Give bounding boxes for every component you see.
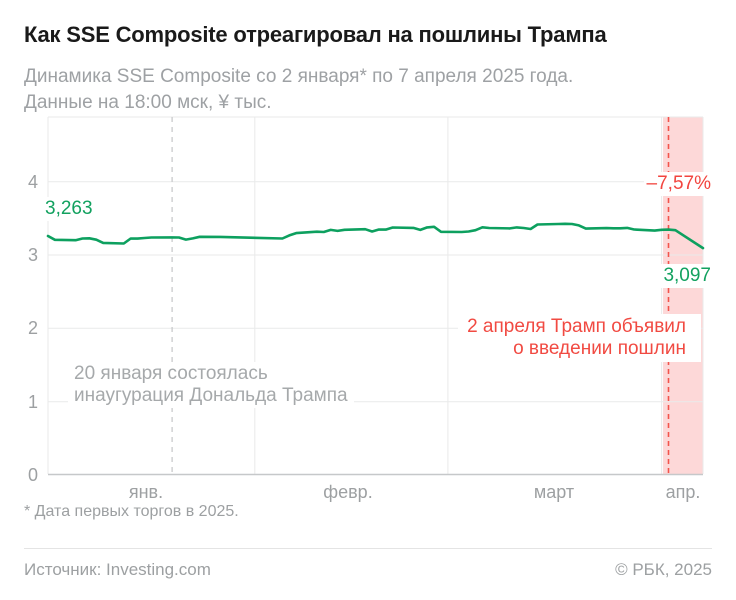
tariff-annotation-line-1: 2 апреля Трамп объявил	[467, 316, 686, 337]
footnote: * Дата первых торгов в 2025.	[24, 503, 239, 520]
y-tick-0: 0	[27, 465, 38, 485]
x-tick-apr: апр.	[665, 482, 701, 502]
x-tick-feb: февр.	[323, 482, 373, 502]
tariff-annotation: 2 апреля Трамп объявил о введении пошлин	[458, 314, 701, 362]
y-tick-3: 3	[27, 245, 38, 265]
y-tick-4: 4	[27, 172, 38, 192]
x-tick-mar: март	[533, 482, 575, 502]
vertical-gridlines	[47, 117, 704, 474]
tariff-highlight-band	[663, 117, 703, 474]
change-percent-label: –7,57%	[643, 172, 714, 196]
copyright: © РБК, 2025	[615, 560, 712, 579]
y-tick-1: 1	[27, 392, 38, 412]
footer: Источник: Investing.com © РБК, 2025	[24, 560, 712, 580]
tariff-annotation-line-2: о введении пошлин	[513, 338, 686, 359]
page-title: Как SSE Composite отреагировал на пошлин…	[24, 22, 607, 47]
inauguration-annotation-line-2: инаугурация Дональда Трампа	[74, 385, 348, 406]
inauguration-annotation: 20 января состоялась инаугурация Дональд…	[68, 362, 354, 408]
end-value-label: 3,097	[660, 264, 714, 288]
footer-divider	[24, 548, 712, 549]
start-value-label: 3,263	[42, 197, 96, 221]
inauguration-annotation-line-1: 20 января состоялась	[74, 363, 268, 384]
subtitle-line-2: Данные на 18:00 мск, ¥ тыс.	[24, 92, 272, 113]
chart-subtitle: Динамика SSE Composite со 2 января* по 7…	[24, 64, 573, 116]
x-tick-jan: янв.	[128, 482, 164, 502]
price-line	[46, 222, 705, 250]
subtitle-line-1: Динамика SSE Composite со 2 января* по 7…	[24, 66, 574, 87]
source-credit: Источник: Investing.com	[24, 560, 211, 579]
y-tick-2: 2	[27, 318, 38, 338]
